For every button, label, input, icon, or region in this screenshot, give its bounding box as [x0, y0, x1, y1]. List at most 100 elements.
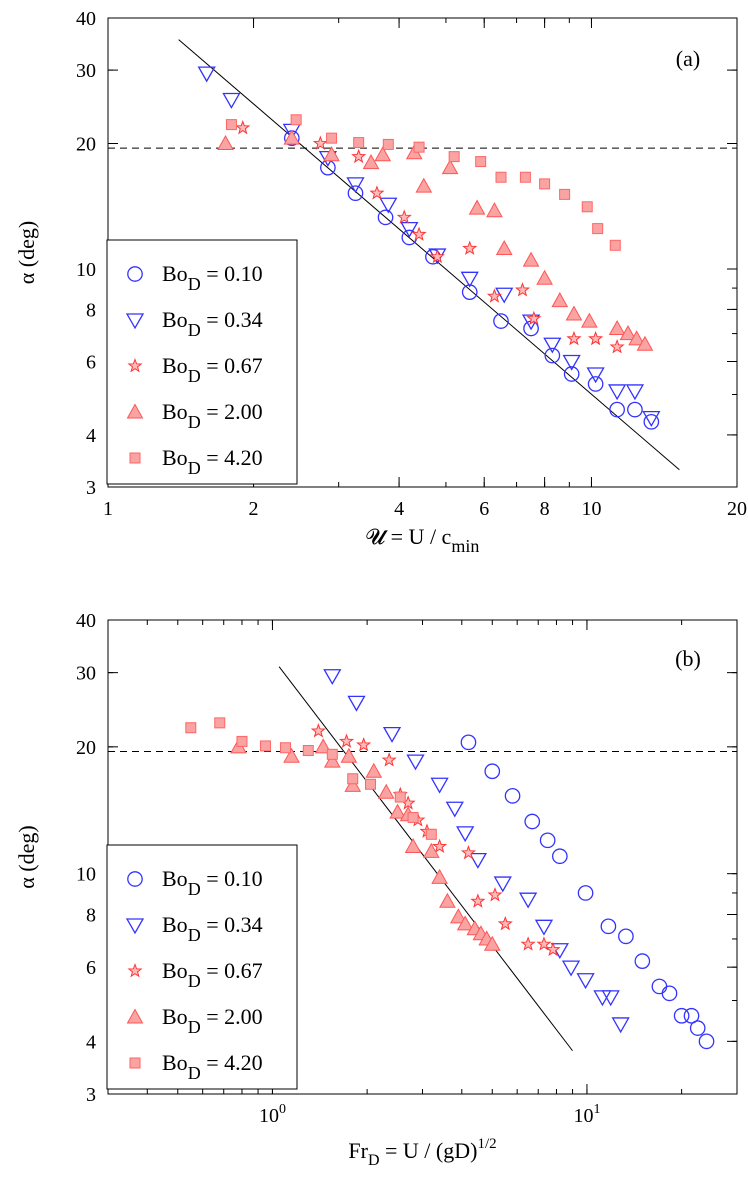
data-point: [683, 1007, 700, 1024]
x-tick-label: 101: [573, 1102, 600, 1127]
data-point: [346, 177, 365, 194]
legend-label-sub: D: [188, 971, 201, 991]
data-point: [600, 918, 617, 935]
legend-label-value: = 4.20: [201, 445, 263, 470]
y-tick-label: 6: [86, 351, 96, 373]
data-point: [323, 752, 341, 768]
data-point: [609, 401, 625, 418]
x-tick-label-exponent: 1: [593, 1102, 600, 1117]
legend-label: BoD = 0.67: [162, 958, 263, 991]
legend-label: BoD = 0.10: [162, 261, 263, 294]
legend-label-value: = 2.00: [201, 399, 263, 424]
data-point: [400, 221, 419, 238]
data-point: [460, 844, 477, 860]
legend-label-value: = 0.67: [201, 958, 263, 983]
data-point: [608, 384, 627, 401]
data-point: [559, 188, 571, 200]
y-axis-label: α (deg): [14, 825, 39, 888]
data-point: [449, 908, 467, 924]
x-axis-label-sup: 1/2: [477, 1136, 496, 1152]
data-point: [347, 185, 364, 202]
data-point: [353, 137, 365, 149]
legend-label-sub: D: [188, 458, 201, 478]
data-point: [561, 960, 581, 977]
legend-label: BoD = 0.34: [162, 307, 263, 340]
data-point: [340, 747, 358, 763]
legend-marker: [129, 452, 141, 464]
data-point: [642, 411, 661, 427]
x-axis-label-main: Fr: [348, 1138, 368, 1163]
data-point: [484, 763, 501, 780]
legend-label-prefix: Bo: [162, 1004, 188, 1029]
series-bo-0-67: [235, 119, 625, 354]
y-tick-label: 8: [86, 299, 96, 321]
legend-label-sub: D: [188, 879, 201, 899]
data-point: [586, 367, 605, 384]
legend-label-prefix: Bo: [162, 307, 188, 332]
legend-label-value: = 0.34: [201, 307, 263, 332]
legend-label-sub: D: [188, 1017, 201, 1037]
data-point: [236, 735, 248, 747]
legend-label-prefix: Bo: [162, 353, 188, 378]
x-axis-label-sub: min: [451, 536, 479, 556]
data-point: [362, 154, 380, 170]
data-point: [544, 347, 561, 364]
series-bo-0-10: [460, 734, 715, 1050]
data-point: [411, 226, 427, 241]
data-point: [539, 832, 556, 849]
data-point: [382, 138, 394, 150]
legend-marker: [126, 1008, 144, 1024]
y-tick-label: 10: [76, 259, 96, 281]
series-bo-0-67: [310, 723, 561, 957]
series-bo-4-20: [225, 114, 621, 251]
legend-label-value: = 0.34: [201, 912, 263, 937]
x-tick-label: 1: [103, 498, 113, 520]
data-point: [425, 828, 437, 840]
fit-line: [178, 39, 680, 471]
y-tick-label: 8: [86, 905, 96, 927]
data-point: [487, 887, 503, 902]
data-point: [536, 936, 552, 951]
y-tick-label: 4: [86, 425, 96, 447]
data-point: [608, 319, 626, 335]
x-axis-label-main: 𝓤 = U / c: [366, 524, 452, 549]
data-point: [356, 737, 372, 752]
data-point: [406, 754, 425, 771]
data-point: [601, 990, 620, 1007]
data-point: [628, 330, 645, 346]
legend-label: BoD = 4.20: [162, 445, 263, 478]
data-point: [445, 801, 464, 818]
data-point: [698, 1033, 715, 1050]
data-point: [347, 773, 359, 785]
series-bo-2-00: [230, 738, 501, 951]
legend-marker: [127, 266, 143, 282]
y-tick-label: 3: [86, 477, 96, 499]
data-point: [526, 310, 542, 326]
data-point: [351, 148, 367, 164]
series-bo-0-10: [283, 130, 660, 430]
data-point: [197, 66, 216, 83]
data-point: [404, 837, 422, 854]
data-point: [460, 271, 479, 288]
y-tick-label: 20: [76, 737, 96, 759]
legend-label-prefix: Bo: [162, 958, 188, 983]
data-point: [460, 734, 477, 751]
data-point: [543, 337, 562, 354]
data-point: [461, 284, 478, 301]
data-point: [576, 973, 595, 990]
data-point: [429, 248, 445, 264]
data-point: [587, 376, 604, 392]
y-tick-label: 3: [86, 1084, 96, 1106]
data-point: [493, 876, 512, 893]
data-point: [323, 669, 342, 686]
data-point: [518, 892, 538, 909]
panel-a: 1 2 4 6 8 10 20 3 4 6 8 10 20 30 40 α (deg) 𝓤 = U / cmin…: [14, 8, 747, 556]
data-point: [618, 928, 634, 945]
data-point: [636, 335, 654, 351]
data-point: [651, 978, 668, 995]
data-point: [259, 740, 271, 752]
data-point: [673, 1007, 690, 1024]
data-point: [627, 401, 643, 418]
